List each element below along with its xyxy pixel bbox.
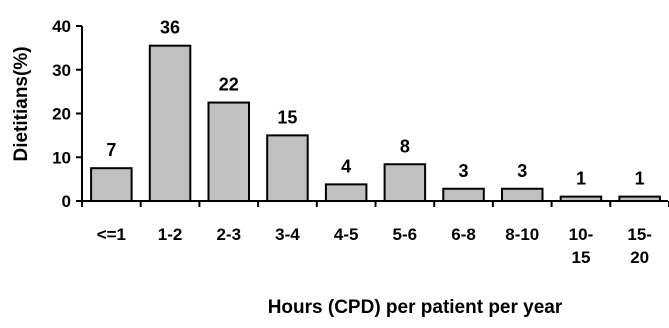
bars (90, 44, 661, 202)
bar (559, 195, 603, 202)
x-tick-label: 4-5 (334, 225, 359, 244)
data-label: 3 (459, 161, 469, 181)
x-tick-label: 10- (569, 225, 594, 244)
bar (500, 187, 544, 202)
bar (442, 187, 485, 202)
data-label: 15 (277, 107, 297, 127)
bar (148, 44, 192, 202)
y-tick-label: 10 (52, 148, 71, 167)
bar (207, 101, 251, 202)
bar (383, 163, 427, 202)
x-axis-title: Hours (CPD) per patient per year (268, 297, 563, 318)
y-tick-label: 20 (52, 105, 71, 124)
bar (618, 195, 661, 202)
data-label: 36 (160, 18, 180, 38)
data-label: 4 (341, 156, 351, 176)
data-label: 3 (517, 161, 527, 181)
x-tick-label: <=1 (97, 225, 126, 244)
x-tick-label: 6-8 (451, 225, 476, 244)
x-tick-label: 8-10 (505, 225, 539, 244)
x-category-labels: <=1 1-2 2-3 3-4 4-5 5-6 6-8 8-10 10- 15 15- 20 (97, 225, 652, 267)
bar (324, 183, 368, 202)
data-label: 8 (400, 136, 410, 156)
y-tick-label: 30 (52, 61, 71, 80)
bar (90, 167, 133, 202)
data-label: 1 (635, 169, 645, 189)
y-tick-label: 0 (62, 192, 71, 211)
data-label: 22 (219, 75, 239, 95)
bar (266, 134, 309, 202)
x-tick-label: 1-2 (158, 225, 183, 244)
x-tick-label: 15- (627, 225, 652, 244)
data-label: 1 (576, 169, 586, 189)
data-labels: 7 36 22 15 4 8 3 3 1 1 (106, 18, 644, 189)
x-tick-label: 3-4 (275, 225, 300, 244)
x-tick-label: 15 (571, 248, 590, 267)
data-label: 7 (106, 140, 116, 160)
x-ticks (81, 201, 669, 207)
x-tick-label: 2-3 (216, 225, 241, 244)
y-tick-label: 40 (52, 17, 71, 36)
x-tick-label: 20 (630, 248, 649, 267)
y-ticks: 0 10 20 30 40 (52, 17, 82, 211)
y-axis-title: Dietitians(%) (11, 46, 32, 161)
x-tick-label: 5-6 (393, 225, 418, 244)
